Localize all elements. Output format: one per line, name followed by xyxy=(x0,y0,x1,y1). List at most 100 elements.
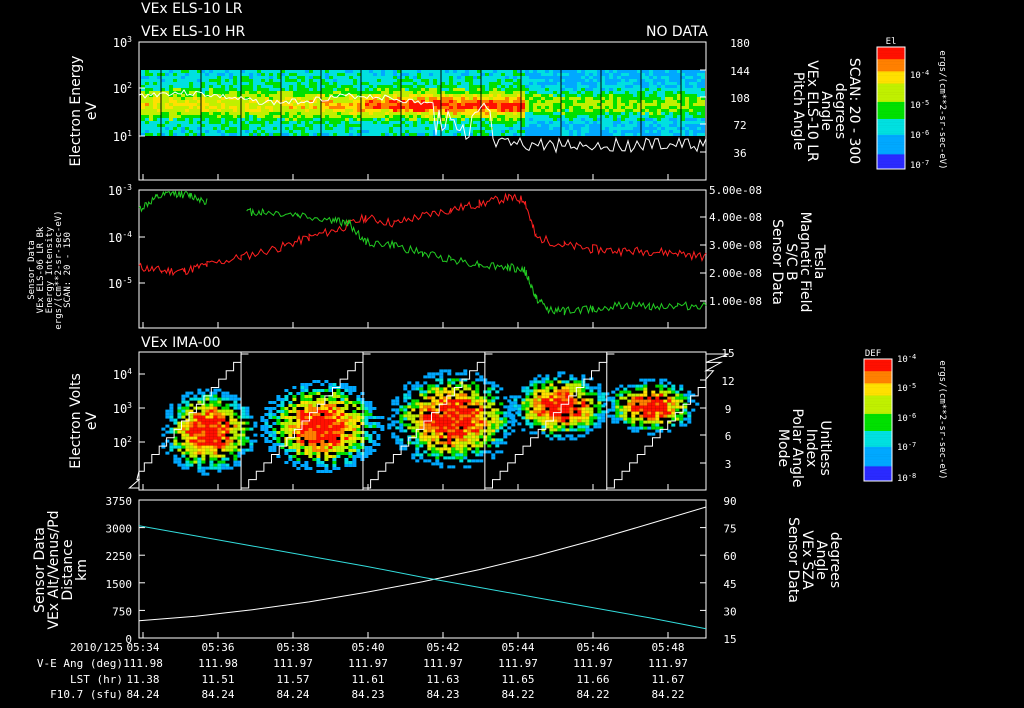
els-spectrogram-cell xyxy=(509,130,513,133)
els-spectrogram-cell xyxy=(617,100,621,103)
ima-spectrogram-cell xyxy=(471,420,476,424)
els-colorbar-tick: 10-4 xyxy=(910,69,929,81)
ima-spectrogram-cell xyxy=(300,464,305,467)
els-spectrogram-cell xyxy=(357,130,361,133)
els-spectrogram-cell xyxy=(345,112,349,115)
els-spectrogram-cell xyxy=(241,109,245,112)
ima-spectrogram-cell xyxy=(332,419,337,422)
els-spectrogram-cell xyxy=(621,127,625,130)
ima-spectrogram-cell xyxy=(487,390,492,394)
els-spectrogram-cell xyxy=(569,91,573,94)
els-spectrogram-cell xyxy=(533,118,537,121)
els-spectrogram-cell xyxy=(669,112,673,115)
els-spectrogram-cell xyxy=(693,133,697,136)
ima-spectrogram-cell xyxy=(451,411,456,415)
ima-spectrogram-cell xyxy=(439,393,444,397)
ima-spectrogram-cell xyxy=(181,406,186,410)
els-spectrogram-cell xyxy=(633,94,637,97)
els-spectrogram-cell xyxy=(573,76,577,79)
els-spectrogram-cell xyxy=(549,127,553,130)
ima-spectrogram-cell xyxy=(225,427,230,431)
ima-spectrogram-cell xyxy=(447,384,452,388)
els-spectrogram-cell xyxy=(253,73,257,76)
ima-spectrogram-cell xyxy=(415,399,420,403)
els-spectrogram-cell xyxy=(509,109,513,112)
els-spectrogram-cell xyxy=(553,82,557,85)
els-spectrogram-cell xyxy=(485,103,489,106)
els-spectrogram-cell xyxy=(433,70,437,73)
els-spectrogram-cell xyxy=(697,112,701,115)
els-spectrogram-cell xyxy=(697,121,701,124)
els-spectrogram-cell xyxy=(377,82,381,85)
ima-spectrogram-cell xyxy=(451,444,456,448)
els-spectrogram-cell xyxy=(173,82,177,85)
ima-spectrogram-cell xyxy=(316,413,321,416)
els-spectrogram-cell xyxy=(541,127,545,130)
els-spectrogram-cell xyxy=(461,70,465,73)
els-spectrogram-cell xyxy=(369,118,373,121)
ima-spectrogram-cell xyxy=(245,427,250,431)
els-spectrogram-cell xyxy=(525,70,529,73)
ima-spectrogram-cell xyxy=(503,429,508,433)
els-spectrogram-cell xyxy=(241,94,245,97)
els-spectrogram-cell xyxy=(393,91,397,94)
ima-spectrogram-cell xyxy=(193,448,198,452)
els-spectrogram-cell xyxy=(365,79,369,82)
els-spectrogram-cell xyxy=(581,124,585,127)
els-spectrogram-cell xyxy=(241,130,245,133)
ima-spectrogram-cell xyxy=(368,446,373,449)
els-spectrogram-cell xyxy=(153,82,157,85)
els-spectrogram-cell xyxy=(377,103,381,106)
els-spectrogram-cell xyxy=(689,70,693,73)
els-spectrogram-cell xyxy=(149,130,153,133)
els-spectrogram-cell xyxy=(561,124,565,127)
ima-spectrogram-cell xyxy=(455,396,460,400)
ima-spectrogram-cell xyxy=(471,459,476,463)
ima-spectrogram-cell xyxy=(487,435,492,439)
els-spectrogram-cell xyxy=(429,73,433,76)
els-spectrogram-cell xyxy=(157,130,161,133)
els-spectrogram-cell xyxy=(381,130,385,133)
els-spectrogram-cell xyxy=(385,106,389,109)
els-spectrogram-cell xyxy=(553,130,557,133)
els-spectrogram-cell xyxy=(693,73,697,76)
els-spectrogram-cell xyxy=(385,70,389,73)
ima-spectrogram-cell xyxy=(320,464,325,467)
els-spectrogram-cell xyxy=(237,73,241,76)
els-spectrogram-cell xyxy=(189,88,193,91)
els-spectrogram-cell xyxy=(349,130,353,133)
els-spectrogram-cell xyxy=(513,118,517,121)
ima-spectrogram-cell xyxy=(348,440,353,443)
els-spectrogram-cell xyxy=(185,130,189,133)
els-spectrogram-cell xyxy=(405,103,409,106)
ima-spectrogram-cell xyxy=(245,406,250,410)
els-spectrogram-cell xyxy=(273,133,277,136)
ima-spectrogram-cell xyxy=(491,441,496,445)
ima-spectrogram-cell xyxy=(507,399,512,403)
els-spectrogram-cell xyxy=(517,109,521,112)
els-spectrogram-cell xyxy=(573,127,577,130)
els-spectrogram-cell xyxy=(441,130,445,133)
els-spectrogram-cell xyxy=(401,124,405,127)
els-spectrogram-cell xyxy=(689,118,693,121)
ima-spectrogram-cell xyxy=(209,457,214,461)
els-spectrogram-cell xyxy=(561,82,565,85)
ima-spectrogram-cell xyxy=(372,425,377,428)
ima-spectrogram-cell xyxy=(336,401,341,404)
els-spectrogram-cell xyxy=(605,79,609,82)
ima-spectrogram-cell xyxy=(557,398,562,402)
els-spectrogram-cell xyxy=(305,70,309,73)
els-spectrogram-cell xyxy=(561,100,565,103)
els-spectrogram-cell xyxy=(605,88,609,91)
no-data-label: NO DATA xyxy=(646,24,708,40)
els-spectrogram-cell xyxy=(453,103,457,106)
ima-spectrogram-cell xyxy=(533,407,538,411)
els-spectrogram-cell xyxy=(421,79,425,82)
els-spectrogram-cell xyxy=(373,85,377,88)
els-spectrogram-cell xyxy=(633,103,637,106)
els-spectrogram-cell xyxy=(173,76,177,79)
els-spectrogram-cell xyxy=(153,103,157,106)
els-spectrogram-cell xyxy=(321,121,325,124)
els-spectrogram-cell xyxy=(697,82,701,85)
els-spectrogram-cell xyxy=(533,85,537,88)
